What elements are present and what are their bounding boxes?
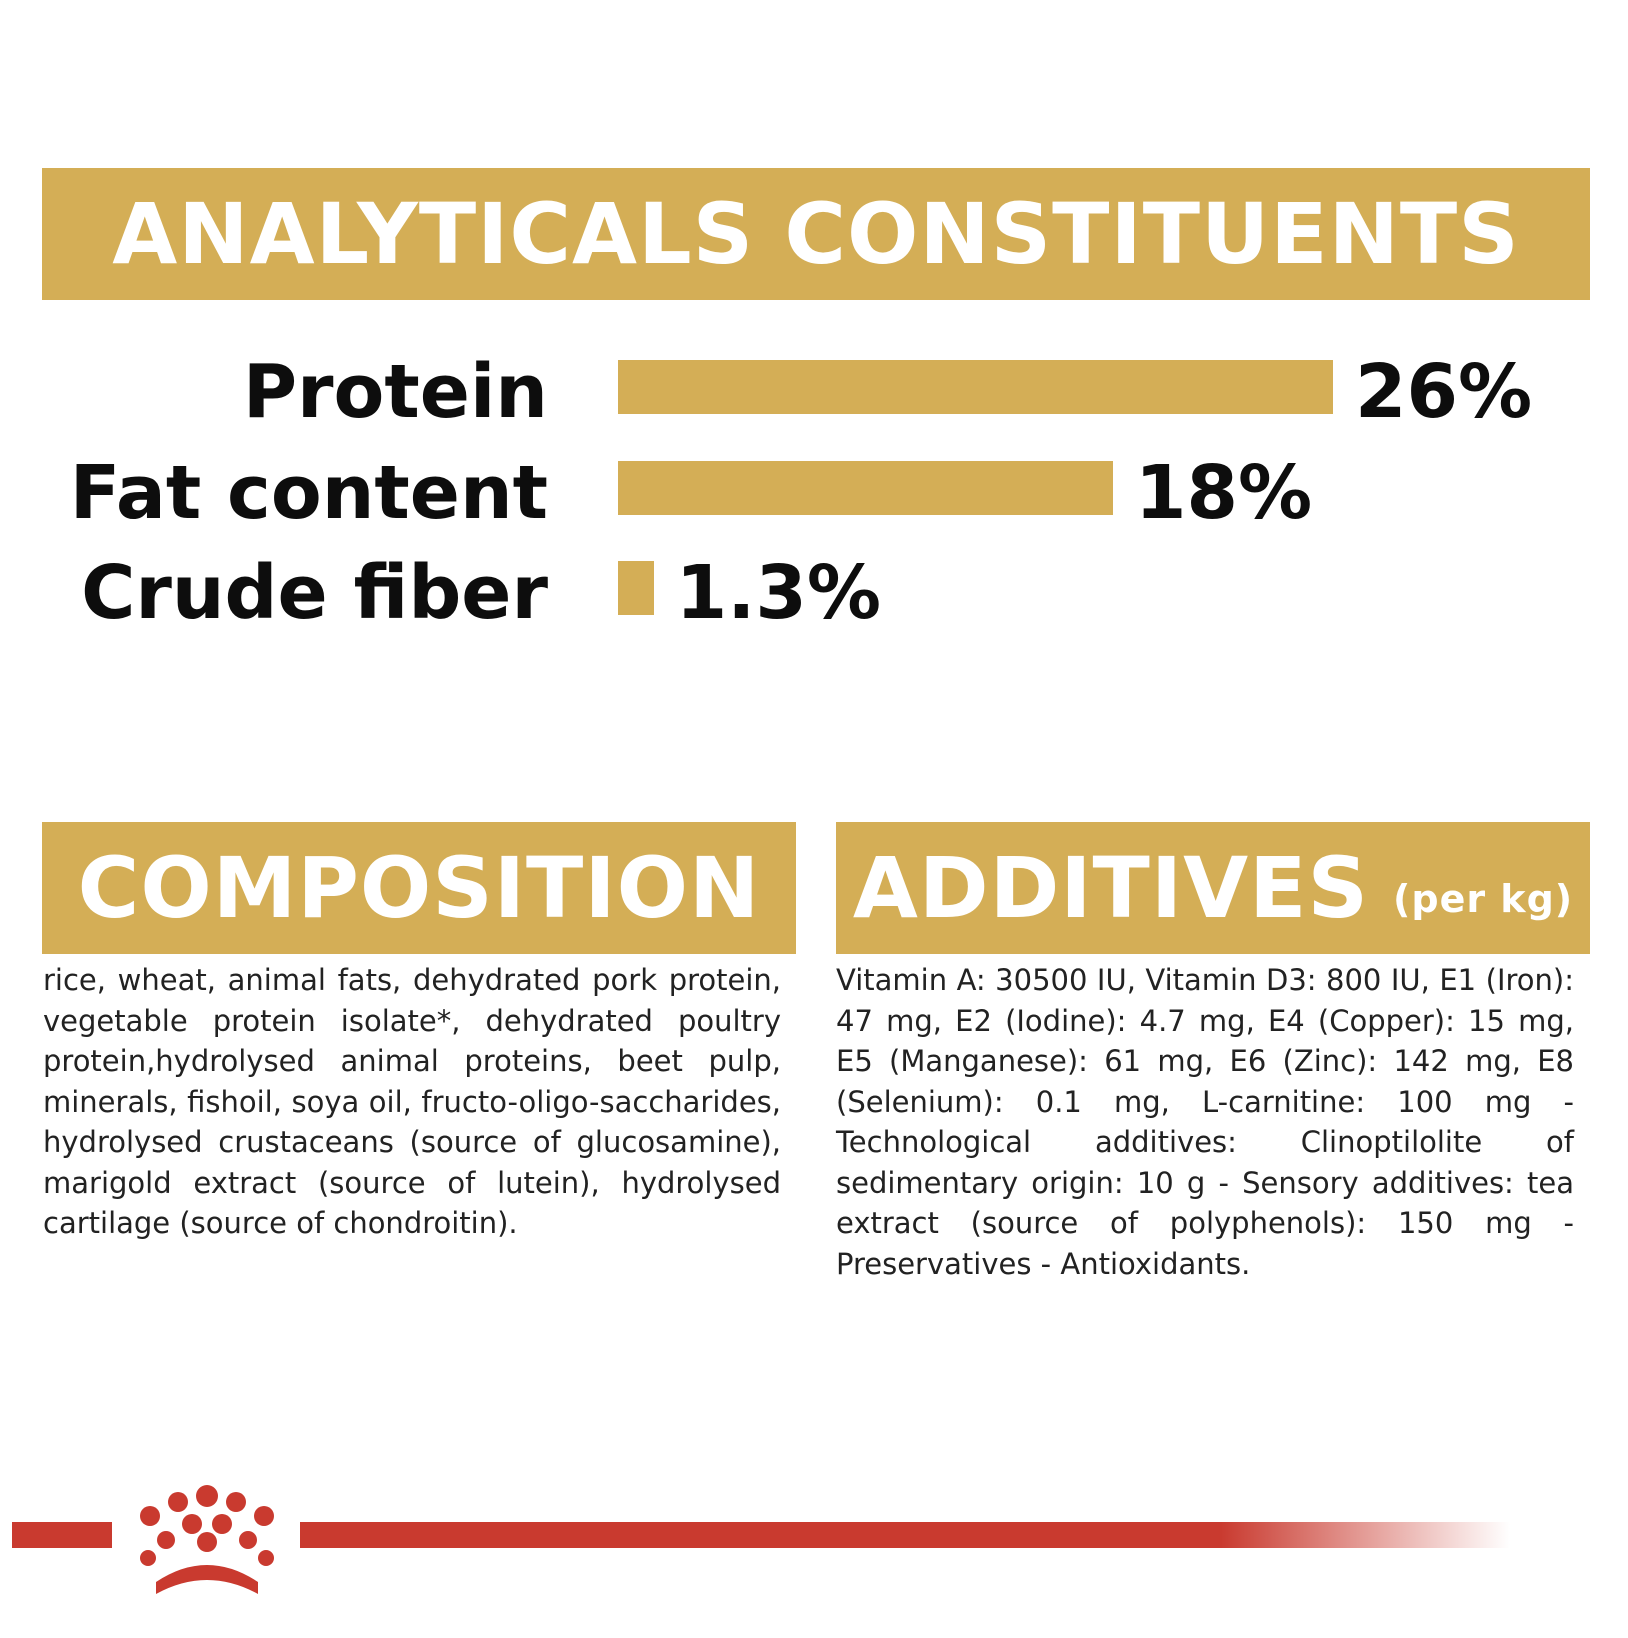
brand-line-left — [12, 1522, 112, 1548]
additives-banner: ADDITIVES (per kg) — [836, 822, 1590, 954]
composition-banner: COMPOSITION — [42, 822, 796, 954]
analytical-constituents-banner: ANALYTICALS CONSTITUENTS — [42, 168, 1590, 300]
composition-title: COMPOSITION — [77, 839, 761, 937]
brand-line-right — [300, 1522, 1510, 1548]
crude-fiber-bar — [618, 561, 654, 615]
fat-content-label: Fat content — [69, 450, 548, 536]
additives-unit: (per kg) — [1393, 877, 1574, 921]
crude-fiber-label: Crude fiber — [81, 550, 548, 636]
crude-fiber-value: 1.3% — [675, 550, 881, 636]
protein-label: Protein — [242, 349, 548, 435]
composition-text: rice, wheat, animal fats, dehydrated por… — [43, 963, 781, 1240]
fat-content-bar — [618, 461, 1113, 515]
protein-bar — [618, 360, 1333, 414]
fat-content-value: 18% — [1135, 450, 1313, 536]
additives-title: ADDITIVES — [852, 839, 1369, 937]
additives-text: Vitamin A: 30500 IU, Vitamin D3: 800 IU,… — [836, 963, 1574, 1281]
crown-icon — [140, 1485, 274, 1594]
protein-value: 26% — [1355, 349, 1533, 435]
analytical-constituents-title: ANALYTICALS CONSTITUENTS — [112, 185, 1520, 283]
